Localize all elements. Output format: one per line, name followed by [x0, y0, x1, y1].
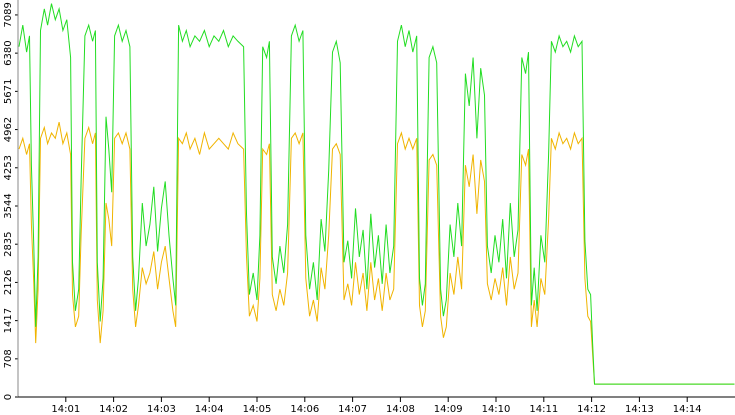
x-tick-label: 14:03	[147, 404, 176, 415]
x-tick-label: 14:12	[577, 404, 606, 415]
y-tick-label: 2835	[3, 231, 14, 256]
y-tick-label: 4962	[3, 117, 14, 142]
x-tick-label: 14:06	[290, 404, 319, 415]
x-tick-label: 14:05	[243, 404, 272, 415]
y-tick-label: 7089	[3, 2, 14, 27]
y-tick-label: 3544	[3, 193, 14, 218]
y-tick-label: 5671	[3, 79, 14, 104]
y-tick-label: 0	[3, 394, 14, 400]
x-tick-label: 14:11	[529, 404, 558, 415]
x-tick-label: 14:13	[625, 404, 654, 415]
y-tick-label: 2126	[3, 270, 14, 295]
y-tick-label: 708	[3, 349, 14, 368]
x-tick-label: 14:07	[338, 404, 367, 415]
y-tick-label: 4253	[3, 155, 14, 180]
x-tick-label: 14:04	[195, 404, 224, 415]
series-line	[18, 3, 735, 385]
y-tick-label: 1417	[3, 308, 14, 333]
x-tick-label: 14:08	[386, 404, 415, 415]
y-tick-label: 6380	[3, 40, 14, 65]
series-line	[18, 121, 735, 385]
x-tick-label: 14:14	[673, 404, 702, 415]
x-tick-label: 14:01	[51, 404, 80, 415]
x-tick-label: 14:02	[99, 404, 128, 415]
x-tick-label: 14:09	[434, 404, 463, 415]
x-tick-label: 14:10	[482, 404, 511, 415]
